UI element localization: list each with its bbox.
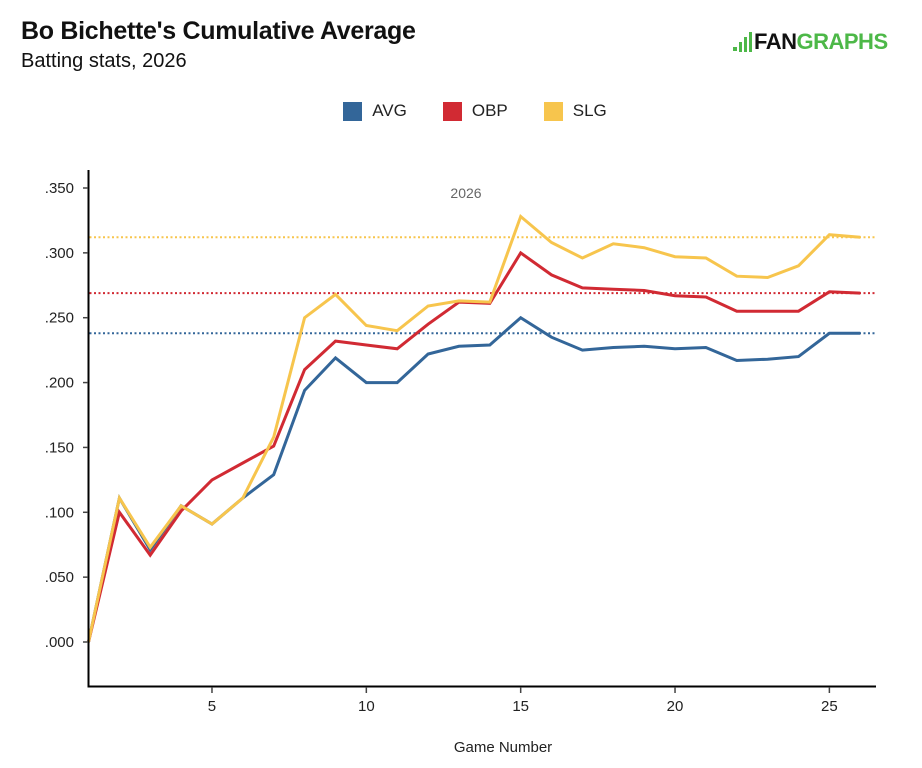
legend-swatch-obp bbox=[442, 101, 462, 121]
y-tick-label: .350 bbox=[45, 180, 74, 197]
x-tick-label: 5 bbox=[208, 698, 216, 715]
chart-subtitle: Batting stats, 2026 bbox=[21, 50, 187, 72]
legend: AVG OBP SLG bbox=[0, 101, 922, 121]
y-tick-label: .050 bbox=[45, 569, 74, 586]
y-tick-label: .200 bbox=[45, 375, 74, 392]
y-tick-label: .150 bbox=[45, 439, 74, 456]
y-tick-label: .250 bbox=[45, 310, 74, 327]
legend-label-obp: OBP bbox=[471, 101, 508, 120]
reference-lines bbox=[89, 236, 876, 335]
series-lines bbox=[87, 213, 861, 643]
x-tick-label: 25 bbox=[821, 698, 838, 715]
y-tick-label: .000 bbox=[45, 634, 74, 651]
x-tick-label: 20 bbox=[667, 698, 684, 715]
x-tick-label: 15 bbox=[512, 698, 529, 715]
logo-dot-icon bbox=[733, 47, 737, 51]
legend-swatch-slg bbox=[543, 101, 563, 121]
x-ticks: 5 10 15 20 25 bbox=[208, 687, 838, 715]
legend-label-slg: SLG bbox=[572, 101, 607, 120]
series-line-avg bbox=[87, 315, 861, 643]
legend-swatch-avg bbox=[343, 101, 363, 121]
y-ticks: .000 .050 .100 .150 .200 .250 .300 .350 bbox=[45, 180, 88, 651]
logo-text-fan: FAN bbox=[754, 29, 797, 54]
legend-item-avg[interactable]: AVG bbox=[343, 101, 407, 121]
x-tick-label: 10 bbox=[358, 698, 375, 715]
logo-text-graphs: GRAPHS bbox=[796, 29, 889, 54]
chart-title: Bo Bichette's Cumulative Average bbox=[21, 17, 416, 45]
legend-item-obp[interactable]: OBP bbox=[442, 101, 508, 121]
x-axis-label: Game Number bbox=[454, 739, 552, 756]
y-tick-label: .300 bbox=[45, 245, 74, 262]
fangraphs-logo: FAN GRAPHS bbox=[733, 28, 888, 56]
series-line-slg bbox=[87, 213, 861, 643]
y-tick-label: .100 bbox=[45, 504, 74, 521]
legend-item-slg[interactable]: SLG bbox=[543, 101, 607, 121]
logo-bars-icon bbox=[739, 32, 752, 52]
series-line-obp bbox=[87, 250, 861, 643]
axes bbox=[87, 170, 876, 688]
year-annotation: 2026 bbox=[450, 185, 481, 201]
legend-label-avg: AVG bbox=[372, 101, 407, 120]
